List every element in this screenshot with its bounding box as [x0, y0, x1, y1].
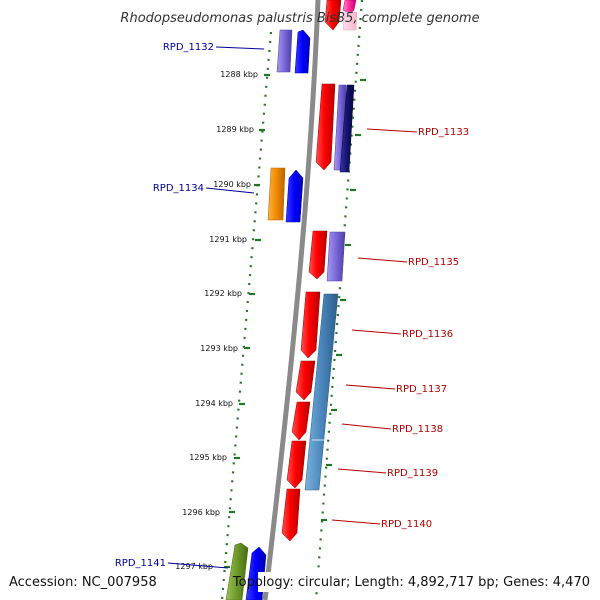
leader-rpd1134	[205, 187, 255, 194]
leader-rpd1140	[331, 519, 381, 525]
kbp-label-1294: 1294 kbp	[195, 399, 233, 408]
label-rpd1137[interactable]: RPD_1137	[396, 384, 447, 395]
gene-rpd1133-navy-arrow[interactable]	[339, 84, 355, 173]
footer-topology: Topology: circular; Length: 4,892,717 bp…	[232, 575, 590, 590]
leader-rpd1132	[215, 46, 265, 50]
gene-rpd1137-steel-arrow[interactable]	[304, 293, 339, 491]
kbp-label-1295: 1295 kbp	[189, 453, 227, 462]
gene-rpd1134-neighbor-arrow[interactable]	[267, 167, 286, 221]
label-rpd1141[interactable]: RPD_1141	[115, 558, 166, 569]
kbp-label-1290: 1290 kbp	[213, 180, 251, 189]
kbp-label-1293: 1293 kbp	[200, 344, 238, 353]
reverse-gene-labels: RPD_1133 RPD_1135 RPD_1136 RPD_1137 RPD_…	[381, 127, 469, 530]
right-tick-marks	[321, 78, 366, 522]
leader-rpd1135	[357, 257, 408, 263]
kbp-tick-marks	[224, 73, 270, 569]
gene-rpd1132-neighbor-arrow[interactable]	[276, 29, 293, 73]
label-rpd1134[interactable]: RPD_1134	[153, 183, 204, 194]
leader-rpd1137	[345, 384, 396, 390]
reverse-strand-genes	[281, 0, 358, 542]
footer-accession-bg	[4, 572, 152, 592]
kbp-label-1297: 1297 kbp	[175, 562, 213, 571]
label-rpd1136[interactable]: RPD_1136	[402, 329, 453, 340]
leader-rpd1141	[167, 562, 229, 569]
gene-top-lightpink-arrow[interactable]	[342, 11, 358, 31]
label-rpd1140[interactable]: RPD_1140	[381, 519, 432, 530]
label-rpd1138[interactable]: RPD_1138	[392, 424, 443, 435]
gene-rpd1132-arrow[interactable]	[294, 29, 311, 74]
leader-rpd1138	[341, 423, 392, 430]
gene-rpd1140-arrow[interactable]	[281, 488, 301, 542]
footer-accession: Accession: NC_007958	[9, 575, 157, 590]
kbp-label-1289: 1289 kbp	[216, 125, 254, 134]
gene-rpd1141-neighbor-arrow[interactable]	[225, 542, 249, 600]
kbp-label-1288: 1288 kbp	[220, 70, 258, 79]
gene-top-red-arrow[interactable]	[324, 0, 342, 31]
ruler-track-right	[314, 0, 364, 600]
kbp-label-1292: 1292 kbp	[204, 289, 242, 298]
kbp-labels: 1288 kbp 1289 kbp 1290 kbp 1291 kbp 1292…	[175, 70, 258, 571]
genome-backbone	[262, 0, 321, 600]
forward-gene-labels: RPD_1132 RPD_1134 RPD_1141	[115, 42, 214, 569]
footer-topology-bg	[258, 572, 596, 592]
genome-title: Rhodopseudomonas palustris BisB5, comple…	[120, 11, 479, 26]
label-rpd1133[interactable]: RPD_1133	[418, 127, 469, 138]
ruler-track-left	[220, 31, 273, 600]
gene-rpd1135-red-arrow[interactable]	[308, 230, 328, 280]
gene-rpd1133-arrow[interactable]	[315, 83, 336, 171]
label-rpd1139[interactable]: RPD_1139	[387, 468, 438, 479]
leader-rpd1139	[337, 468, 387, 474]
leader-lines	[167, 46, 418, 569]
leader-rpd1136	[351, 329, 402, 335]
kbp-label-1291: 1291 kbp	[209, 235, 247, 244]
gene-rpd1136-arrow[interactable]	[300, 291, 321, 359]
gene-rpd1137-arrow[interactable]	[295, 360, 316, 401]
gene-rpd1135-arrow[interactable]	[326, 231, 346, 282]
kbp-label-1296: 1296 kbp	[182, 508, 220, 517]
leader-rpd1133	[366, 128, 418, 133]
label-rpd1135[interactable]: RPD_1135	[408, 257, 459, 268]
gene-rpd1134-arrow[interactable]	[285, 169, 304, 223]
gene-rpd1139-arrow[interactable]	[286, 440, 307, 489]
gene-rpd1138-arrow[interactable]	[291, 401, 311, 441]
label-rpd1132[interactable]: RPD_1132	[163, 42, 214, 53]
